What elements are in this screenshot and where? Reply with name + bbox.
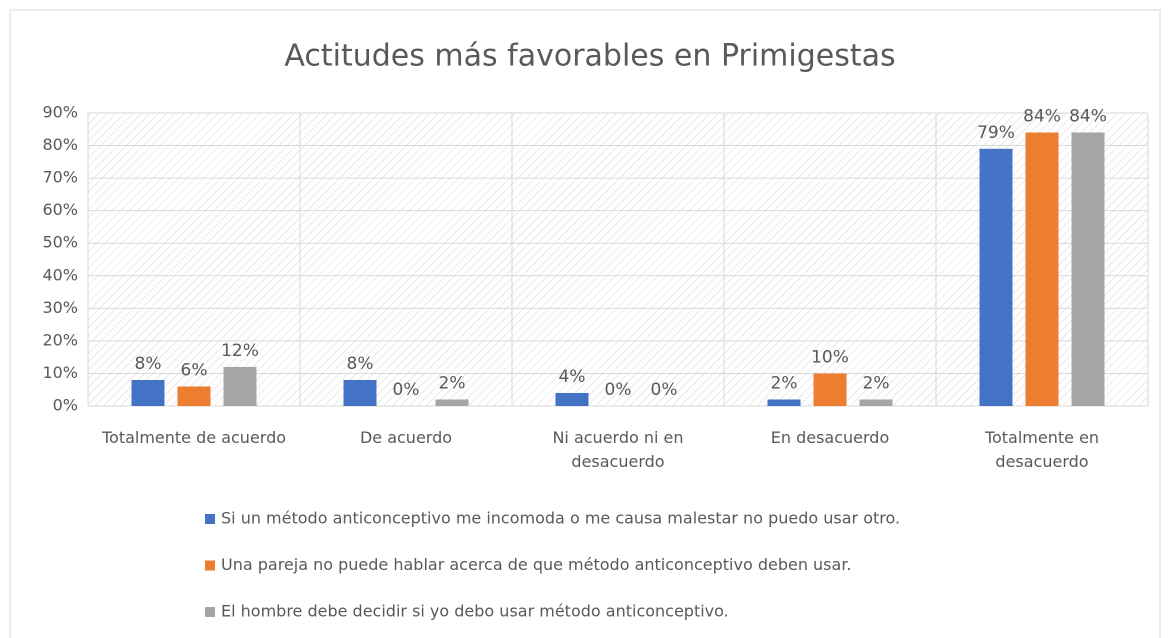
- data-label: 8%: [347, 354, 374, 374]
- legend-swatch: [205, 514, 215, 524]
- y-tick-label: 40%: [42, 265, 78, 284]
- bar: [813, 373, 847, 406]
- y-tick-label: 0%: [53, 396, 78, 415]
- bar: [767, 399, 801, 406]
- legend-swatch: [205, 560, 215, 571]
- y-tick-label: 10%: [42, 363, 78, 382]
- data-label: 12%: [221, 341, 259, 361]
- legend-label: Si un método anticonceptivo me incomoda …: [221, 509, 900, 528]
- data-label: 84%: [1023, 107, 1061, 127]
- y-tick-label: 20%: [42, 330, 78, 349]
- bar: [223, 366, 257, 406]
- y-tick-label: 90%: [42, 103, 78, 122]
- y-tick-label: 70%: [42, 168, 78, 187]
- data-label: 2%: [439, 373, 466, 393]
- legend-swatch: [205, 607, 215, 617]
- x-tick-label: Totalmente en desacuerdo: [984, 428, 1100, 471]
- legend-label: Una pareja no puede hablar acerca de que…: [221, 555, 852, 574]
- y-tick-label: 50%: [42, 233, 78, 252]
- data-label: 0%: [651, 380, 678, 400]
- x-tick-label: Totalmente de acuerdo: [101, 428, 287, 447]
- data-label: 0%: [605, 380, 632, 400]
- bar: [979, 148, 1013, 407]
- data-label: 2%: [771, 373, 798, 393]
- data-label: 79%: [977, 123, 1015, 143]
- data-label: 4%: [559, 367, 586, 387]
- bar: [435, 399, 469, 406]
- y-tick-label: 30%: [42, 298, 78, 317]
- data-label: 0%: [393, 380, 420, 400]
- bar: [555, 392, 589, 406]
- bar: [131, 379, 165, 406]
- data-label: 6%: [181, 360, 208, 380]
- data-label: 2%: [863, 373, 890, 393]
- y-tick-label: 60%: [42, 200, 78, 219]
- bar: [859, 399, 893, 406]
- bar: [343, 379, 377, 406]
- bar: [177, 386, 211, 406]
- bar: [1025, 132, 1059, 407]
- bar: [1071, 132, 1105, 407]
- x-tick-label: Ni acuerdo ni en desacuerdo: [552, 428, 684, 471]
- y-tick-label: 80%: [42, 135, 78, 154]
- x-tick-label: En desacuerdo: [770, 428, 890, 447]
- plot-background: [88, 113, 1148, 406]
- data-label: 8%: [135, 354, 162, 374]
- chart-title: Actitudes más favorables en Primigestas: [284, 39, 895, 74]
- legend-label: El hombre debe decidir si yo debo usar m…: [221, 602, 729, 621]
- data-label: 10%: [811, 347, 849, 367]
- data-label: 84%: [1069, 107, 1107, 127]
- x-tick-label: De acuerdo: [359, 428, 453, 447]
